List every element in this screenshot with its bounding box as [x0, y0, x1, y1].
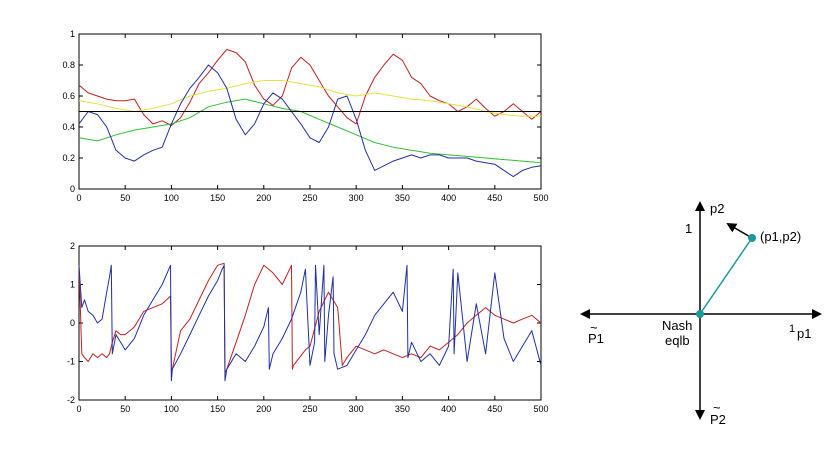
- top-chart-xtick-label: 250: [302, 193, 317, 203]
- top-chart-series-line-2: [78, 98, 542, 164]
- top-chart-xtick-label: 100: [164, 193, 179, 203]
- top-chart-series-line-1: [78, 80, 541, 117]
- nash-label-line2: eqlb: [665, 333, 690, 348]
- top-chart-series-line-3: [78, 64, 542, 178]
- bottom-chart-xtick-label: 450: [487, 404, 502, 414]
- bottom-chart-xtick-label: 200: [256, 404, 271, 414]
- tick-label-1-vertical: 1: [685, 221, 692, 236]
- top-chart-ticks: 0 50 100 150 200 250 300 350 400 450 500 0 0.2 0.4 0.6…: [62, 29, 548, 203]
- top-chart-ytick-label: 0.2: [62, 153, 75, 163]
- top-chart-lines: [78, 49, 542, 178]
- top-chart-xtick-label: 350: [395, 193, 410, 203]
- top-chart-ytick-label: 0.6: [62, 91, 75, 101]
- tick-label-1-horizontal: 1: [789, 323, 795, 335]
- bottom-chart-xtick-label: 350: [395, 404, 410, 414]
- top-chart-xtick-label: 300: [349, 193, 364, 203]
- bottom-chart-xtick-label: 150: [210, 404, 225, 414]
- bottom-chart-lines: [78, 262, 542, 382]
- nash-label-line1: Nash: [662, 318, 692, 333]
- bottom-chart-ytick-label: 0: [70, 318, 75, 328]
- direction-arrow: [726, 222, 753, 239]
- label-p2-tilde: P2: [710, 412, 726, 427]
- label-p1-tilde: P1: [588, 331, 604, 346]
- strategy-segment: [699, 237, 753, 315]
- top-chart-xtick-label: 0: [76, 193, 81, 203]
- bottom-chart: 0 50 100 150 200 250 300 350 400 450 500 -2 -1 0 1 2: [67, 241, 549, 414]
- axis-label-p2: p2: [710, 201, 724, 216]
- point-label: (p1,p2): [760, 229, 801, 244]
- tilde-p1-mark: ~: [590, 320, 598, 335]
- top-chart: 0 50 100 150 200 250 300 350 400 450 500 0 0.2 0.4 0.6…: [62, 29, 548, 203]
- bottom-chart-xtick-label: 500: [533, 404, 548, 414]
- nash-equilibrium-dot: [696, 310, 704, 318]
- bottom-chart-xtick-label: 300: [349, 404, 364, 414]
- bottom-chart-xtick-label: 250: [302, 404, 317, 414]
- top-chart-xtick-label: 50: [120, 193, 130, 203]
- top-chart-xtick-label: 150: [210, 193, 225, 203]
- top-chart-xtick-label: 450: [487, 193, 502, 203]
- bottom-chart-ytick-label: 2: [70, 241, 75, 251]
- top-chart-xtick-label: 400: [441, 193, 456, 203]
- bottom-chart-xtick-label: 0: [76, 404, 81, 414]
- bottom-chart-ytick-label: 1: [70, 280, 75, 290]
- bottom-chart-xtick-label: 100: [164, 404, 179, 414]
- bottom-chart-xtick-label: 400: [441, 404, 456, 414]
- top-chart-ytick-label: 0: [70, 184, 75, 194]
- bottom-chart-xtick-label: 50: [120, 404, 130, 414]
- tilde-p2-mark: ~: [713, 400, 721, 415]
- strategy-point-dot: [748, 234, 756, 242]
- bottom-chart-axes-box: [78, 245, 542, 401]
- top-chart-xtick-label: 200: [256, 193, 271, 203]
- bottom-chart-ytick-label: -2: [67, 395, 75, 405]
- bottom-chart-series-line-1: [78, 264, 542, 382]
- top-chart-xtick-label: 500: [533, 193, 548, 203]
- bottom-chart-series-line-0: [78, 262, 542, 378]
- bottom-chart-ytick-label: -1: [67, 357, 75, 367]
- top-chart-series-line-0: [78, 49, 542, 126]
- axis-label-p1: p1: [797, 326, 811, 341]
- top-chart-ytick-label: 0.4: [62, 122, 75, 132]
- top-chart-ytick-label: 0.8: [62, 60, 75, 70]
- nash-diagram: p2 1 (p1,p2) 1 p1 Nash eqlb ~ P1 ~ P2: [580, 201, 822, 427]
- top-chart-ytick-label: 1: [70, 29, 75, 39]
- bottom-chart-ticks: 0 50 100 150 200 250 300 350 400 450 500 -2 -1 0 1 2: [67, 241, 549, 414]
